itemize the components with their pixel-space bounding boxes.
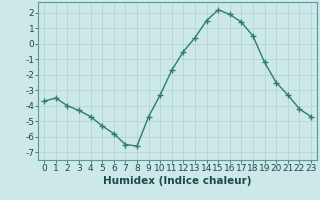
X-axis label: Humidex (Indice chaleur): Humidex (Indice chaleur) bbox=[103, 176, 252, 186]
